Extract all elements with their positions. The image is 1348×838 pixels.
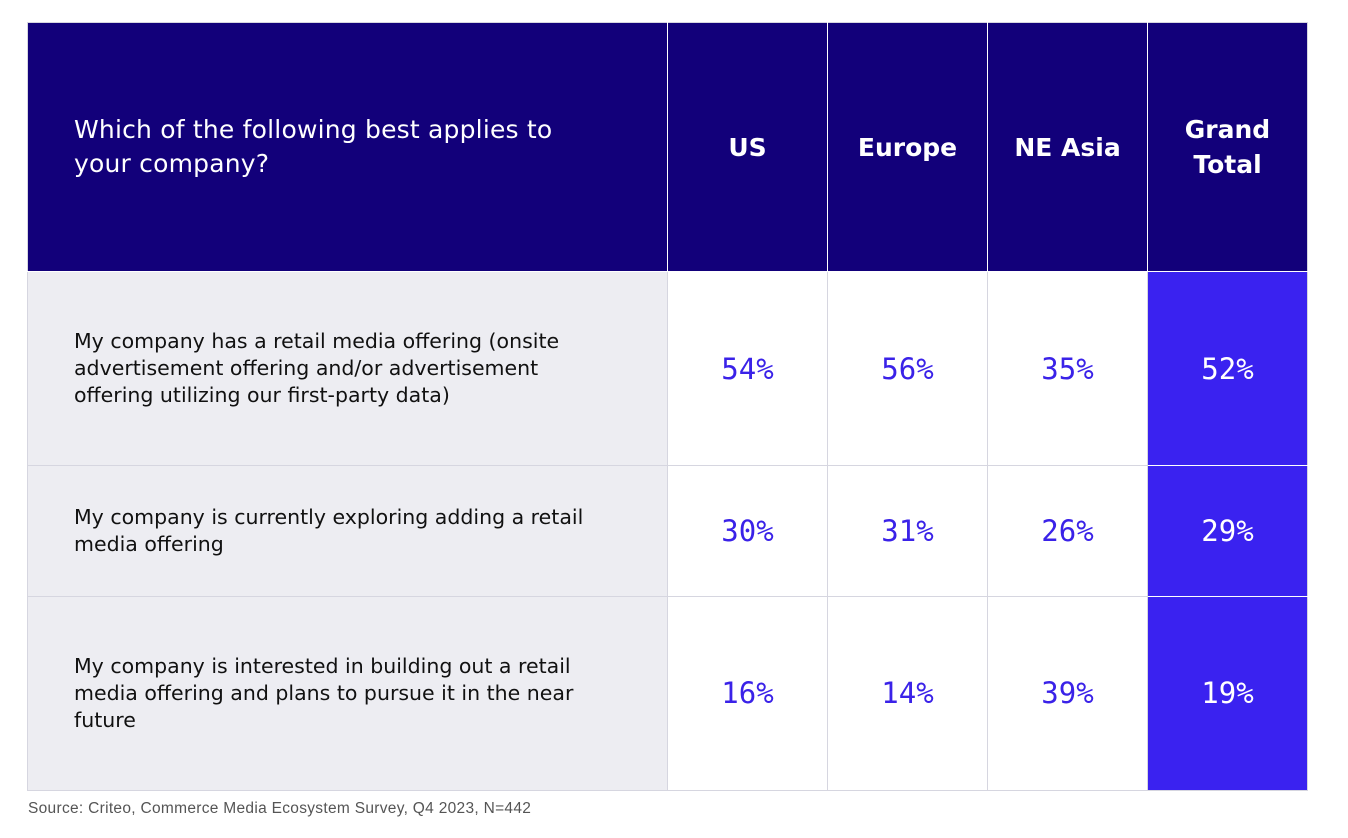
value-cell-us: 16%: [667, 595, 828, 792]
answer-label: My company has a retail media offering (…: [27, 270, 668, 467]
column-header-grand-total: Grand Total: [1147, 22, 1308, 272]
table-header-row: Which of the following best applies to y…: [27, 22, 1308, 272]
value-cell-europe: 31%: [827, 465, 988, 597]
answer-label: My company is currently exploring adding…: [27, 465, 668, 597]
table-row: My company is currently exploring adding…: [27, 465, 1308, 597]
value-cell-grand-total: 19%: [1147, 595, 1308, 792]
value-cell-us: 30%: [667, 465, 828, 597]
table-row: My company is interested in building out…: [27, 595, 1308, 792]
source-note: Source: Criteo, Commerce Media Ecosystem…: [28, 800, 532, 817]
value-cell-grand-total: 52%: [1147, 270, 1308, 467]
column-header-us: US: [667, 22, 828, 272]
table-row: My company has a retail media offering (…: [27, 270, 1308, 467]
value-cell-ne-asia: 35%: [987, 270, 1148, 467]
column-header-ne-asia: NE Asia: [987, 22, 1148, 272]
value-cell-europe: 56%: [827, 270, 988, 467]
answer-label: My company is interested in building out…: [27, 595, 668, 792]
value-cell-ne-asia: 26%: [987, 465, 1148, 597]
value-cell-ne-asia: 39%: [987, 595, 1148, 792]
column-header-europe: Europe: [827, 22, 988, 272]
value-cell-grand-total: 29%: [1147, 465, 1308, 597]
survey-results-table: Which of the following best applies to y…: [27, 22, 1308, 792]
value-cell-us: 54%: [667, 270, 828, 467]
value-cell-europe: 14%: [827, 595, 988, 792]
question-header: Which of the following best applies to y…: [27, 22, 668, 272]
